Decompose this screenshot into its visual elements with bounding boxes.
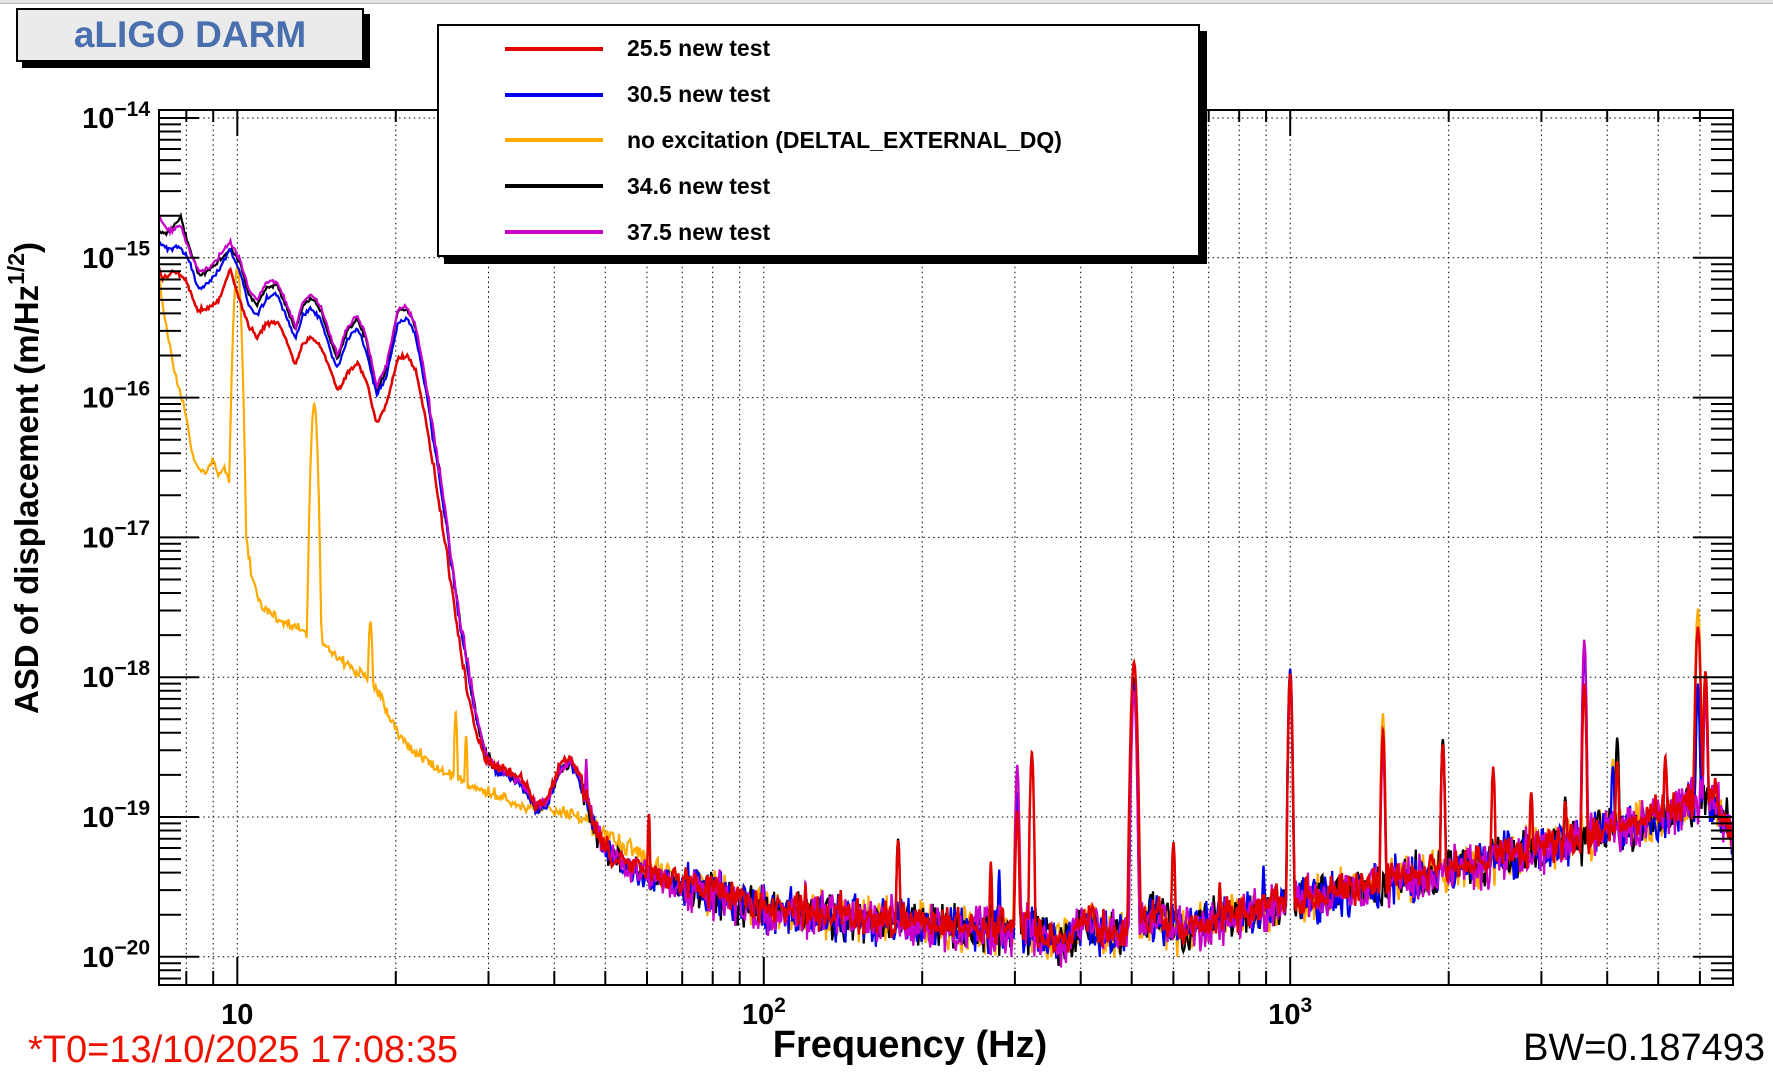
y-tick-label: 10−15 — [82, 238, 150, 275]
bw-value: BW=0.187493 — [1523, 1027, 1765, 1069]
grid — [159, 110, 1733, 985]
plot-title: aLIGO DARM — [73, 14, 307, 55]
legend-entry-label: 34.6 new test — [627, 172, 771, 199]
curves — [159, 211, 1733, 968]
axis-labels: 10−14 10−15 10−16 10−17 10−18 10−19 10−20 10 102… — [3, 98, 1312, 1031]
curve-25-5-new-test — [159, 266, 1733, 955]
y-axis-title: ASD of displacement (m/Hz1/2) — [3, 242, 45, 714]
window-top-edge — [0, 0, 1773, 4]
t0-timestamp: *T0=13/10/2025 17:08:35 — [28, 1029, 458, 1071]
legend-entry: 34.6 new test — [439, 173, 1198, 200]
legend-entry-label: 37.5 new test — [627, 218, 771, 245]
x-tick-label: 103 — [1268, 994, 1312, 1031]
x-tick-label: 10 — [221, 999, 253, 1031]
y-tick-label: 10−18 — [82, 657, 150, 694]
legend-entry: 30.5 new test — [439, 81, 1198, 108]
legend-entry: 25.5 new test — [439, 35, 1198, 62]
legend-entry-label: 30.5 new test — [627, 81, 771, 108]
plot-title-box[interactable]: aLIGO DARM — [16, 8, 364, 62]
y-tick-label: 10−19 — [82, 797, 150, 834]
legend-box[interactable]: 25.5 new test 30.5 new test no excitation … — [437, 24, 1200, 257]
y-tick-label: 10−16 — [82, 377, 150, 414]
legend-line-sample — [505, 138, 603, 143]
legend-line-sample — [505, 46, 603, 51]
y-tick-label: 10−14 — [82, 98, 150, 135]
x-tick-label: 102 — [742, 994, 786, 1031]
legend-entry-label: no excitation (DELTAL_EXTERNAL_DQ) — [627, 126, 1062, 153]
legend-entry: 37.5 new test — [439, 219, 1198, 246]
legend-entry: no excitation (DELTAL_EXTERNAL_DQ) — [439, 127, 1198, 154]
legend-line-sample — [505, 230, 603, 235]
y-tick-label: 10−17 — [82, 517, 150, 554]
axis-ticks — [159, 110, 1733, 985]
legend-line-sample — [505, 92, 603, 97]
x-axis-title: Frequency (Hz) — [772, 1024, 1048, 1066]
legend-line-sample — [505, 184, 603, 189]
y-tick-label: 10−20 — [82, 937, 150, 974]
legend-entry-label: 25.5 new test — [627, 35, 771, 62]
